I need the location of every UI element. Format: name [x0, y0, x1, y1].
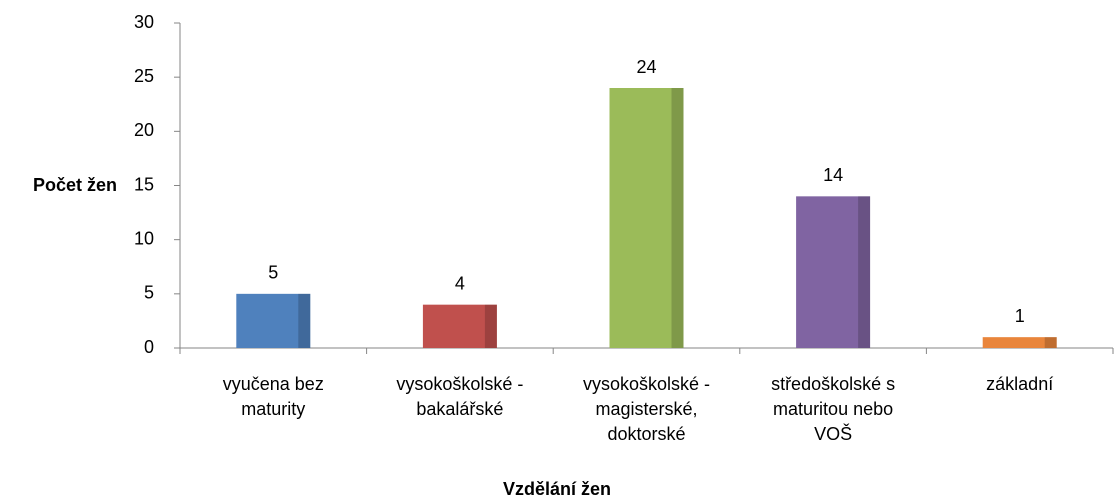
y-tick-label: 10	[134, 228, 154, 248]
bar	[609, 88, 684, 348]
y-tick-label: 0	[144, 337, 154, 357]
x-tick-label: základní	[986, 374, 1054, 394]
bar-shade	[484, 304, 497, 348]
data-label: 4	[455, 273, 465, 293]
x-tick-label: středoškolské s maturitou nebo VOŠ	[771, 374, 896, 444]
bar	[982, 337, 1057, 348]
bar	[422, 304, 497, 348]
y-axis-label: Počet žen	[33, 175, 117, 195]
bar	[236, 293, 311, 348]
y-tick-label: 20	[134, 120, 154, 140]
y-tick-label: 25	[134, 66, 154, 86]
bar-shade	[1044, 337, 1057, 348]
bar	[796, 196, 871, 348]
data-label: 14	[823, 165, 843, 185]
x-tick-label: vysokoškolské - magisterské, doktorské	[582, 374, 711, 444]
x-tick-label: vyučena bez maturity	[222, 374, 324, 419]
data-label: 1	[1015, 306, 1025, 326]
x-axis-label: Vzdělání žen	[503, 479, 611, 499]
y-tick-label: 5	[144, 283, 154, 303]
bar-shade	[858, 196, 871, 348]
x-tick-label: vysokoškolské - bakalářské	[396, 374, 524, 419]
data-label: 5	[268, 263, 278, 283]
bar-shade	[671, 88, 684, 348]
bar-shade	[298, 293, 311, 348]
y-tick-label: 30	[134, 12, 154, 32]
data-label: 24	[636, 57, 656, 77]
y-tick-label: 15	[134, 174, 154, 194]
